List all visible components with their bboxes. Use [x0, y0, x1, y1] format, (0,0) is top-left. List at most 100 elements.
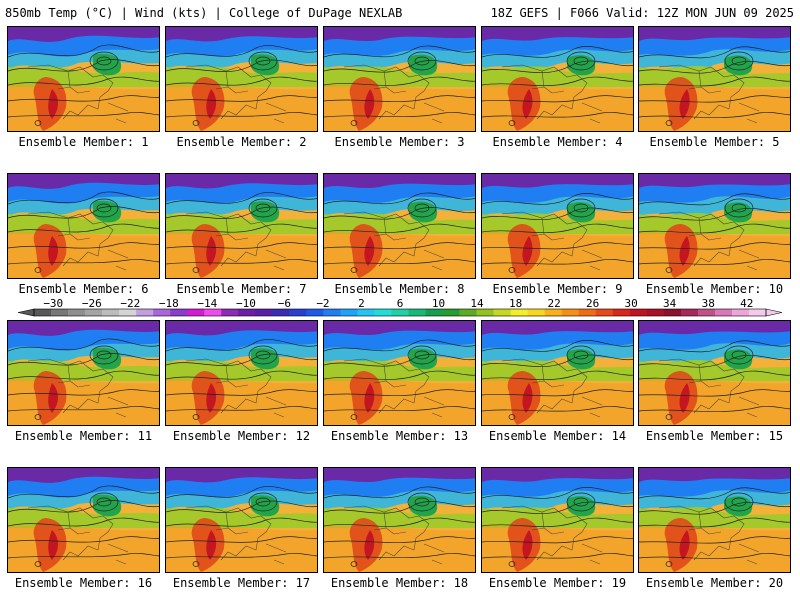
ensemble-map-panel: [7, 467, 160, 573]
colorbar-swatch: [136, 309, 154, 316]
colorbar-swatch: [561, 309, 580, 316]
colorbar-tick-label: 18: [509, 297, 522, 310]
ensemble-map-panel: [165, 320, 318, 426]
ensemble-map-panel: [638, 320, 791, 426]
colorbar-swatch: [442, 309, 460, 316]
ensemble-map-panel: [638, 26, 791, 132]
colorbar-swatch: [714, 309, 733, 316]
ensemble-member-label: Ensemble Member: 4: [492, 135, 623, 149]
colorbar-swatch: [102, 309, 120, 316]
ensemble-member-label: Ensemble Member: 16: [14, 576, 153, 590]
ensemble-map-panel: [638, 467, 791, 573]
colorbar-swatch: [476, 309, 494, 316]
header-bar: 850mb Temp (°C) | Wind (kts) | College o…: [0, 0, 800, 22]
colorbar-swatch: [629, 309, 648, 316]
ensemble-map-panel: [7, 26, 160, 132]
colorbar-tick-label: 26: [586, 297, 599, 310]
colorbar-tick-label: −14: [197, 297, 217, 310]
colorbar-swatch: [646, 309, 665, 316]
ensemble-map-panel: [638, 173, 791, 279]
colorbar-swatch: [391, 309, 409, 316]
ensemble-map-panel: [165, 173, 318, 279]
colorbar-swatch: [238, 309, 256, 316]
ensemble-member-label: Ensemble Member: 5: [649, 135, 780, 149]
ensemble-member-label: Ensemble Member: 12: [172, 429, 311, 443]
colorbar-swatch: [748, 309, 767, 316]
colorbar-tick-label: 30: [625, 297, 638, 310]
colorbar-tick-label: 2: [358, 297, 365, 310]
colorbar-swatch: [187, 309, 205, 316]
ensemble-member-label: Ensemble Member: 10: [645, 282, 784, 296]
ensemble-map-panel: [481, 320, 634, 426]
colorbar-tick-label: −26: [82, 297, 102, 310]
colorbar-swatch: [697, 309, 716, 316]
colorbar-tick-label: 38: [702, 297, 715, 310]
ensemble-map-panel: [323, 320, 476, 426]
colorbar-swatch: [578, 309, 597, 316]
colorbar-tick-label: −10: [236, 297, 256, 310]
colorbar-swatch: [289, 309, 307, 316]
colorbar-swatch: [255, 309, 273, 316]
ensemble-map-panel: [165, 467, 318, 573]
colorbar-swatch: [374, 309, 392, 316]
colorbar-tick-label: 42: [740, 297, 753, 310]
colorbar-swatch: [663, 309, 682, 316]
colorbar-swatch: [119, 309, 137, 316]
colorbar-swatch: [408, 309, 426, 316]
colorbar-tick-label: 22: [547, 297, 560, 310]
colorbar-swatch: [170, 309, 188, 316]
ensemble-member-label: Ensemble Member: 2: [176, 135, 307, 149]
product-title: 850mb Temp (°C) | Wind (kts) | College o…: [5, 6, 403, 20]
colorbar-tick-label: 6: [397, 297, 404, 310]
ensemble-member-label: Ensemble Member: 18: [330, 576, 469, 590]
ensemble-member-label: Ensemble Member: 15: [645, 429, 784, 443]
ensemble-map-panel: [481, 173, 634, 279]
colorbar-swatch: [306, 309, 324, 316]
colorbar-swatch: [68, 309, 86, 316]
ensemble-member-label: Ensemble Member: 9: [492, 282, 623, 296]
colorbar-tick-label: −6: [278, 297, 291, 310]
ensemble-member-label: Ensemble Member: 6: [18, 282, 149, 296]
ensemble-member-label: Ensemble Member: 20: [645, 576, 784, 590]
colorbar-tick-label: −18: [159, 297, 179, 310]
ensemble-map-panel: [7, 173, 160, 279]
ensemble-member-label: Ensemble Member: 19: [488, 576, 627, 590]
colorbar-swatch: [731, 309, 750, 316]
ensemble-map-panel: [481, 467, 634, 573]
colorbar-tick-label: −2: [316, 297, 329, 310]
ensemble-member-label: Ensemble Member: 14: [488, 429, 627, 443]
ensemble-map-panel: [7, 320, 160, 426]
ensemble-member-label: Ensemble Member: 8: [334, 282, 465, 296]
colorbar-swatch: [459, 309, 477, 316]
ensemble-member-label: Ensemble Member: 3: [334, 135, 465, 149]
colorbar-min-arrow: [17, 308, 35, 317]
ensemble-map-panel: [481, 26, 634, 132]
colorbar-swatch: [204, 309, 222, 316]
colorbar-swatch: [680, 309, 699, 316]
colorbar-max-arrow: [765, 308, 783, 317]
colorbar-swatch: [85, 309, 103, 316]
ensemble-member-label: Ensemble Member: 17: [172, 576, 311, 590]
colorbar-swatch: [493, 309, 511, 316]
colorbar-swatch: [340, 309, 358, 316]
ensemble-map-panel: [323, 26, 476, 132]
colorbar-border: [33, 308, 767, 317]
colorbar-swatch: [34, 309, 52, 316]
colorbar-swatch: [527, 309, 545, 316]
colorbar-swatch: [51, 309, 69, 316]
colorbar-swatch: [153, 309, 171, 316]
colorbar-tick-label: −22: [120, 297, 140, 310]
colorbar-tick-label: 10: [432, 297, 445, 310]
colorbar-swatch: [612, 309, 631, 316]
temperature-colorbar: −30 −26 −22 −18 −14 −10 −6 −2 2 6 10 14 18 22 26 30 34 38…: [17, 297, 783, 317]
ensemble-member-label: Ensemble Member: 1: [18, 135, 149, 149]
run-valid-time: 18Z GEFS | F066 Valid: 12Z MON JUN 09 20…: [490, 6, 794, 20]
colorbar-tick-label: −30: [43, 297, 63, 310]
ensemble-member-label: Ensemble Member: 13: [330, 429, 469, 443]
colorbar-swatch: [510, 309, 528, 316]
colorbar-swatch: [323, 309, 341, 316]
colorbar-swatch: [221, 309, 239, 316]
colorbar-swatch: [425, 309, 443, 316]
ensemble-member-label: Ensemble Member: 11: [14, 429, 153, 443]
ensemble-map-panel: [165, 26, 318, 132]
